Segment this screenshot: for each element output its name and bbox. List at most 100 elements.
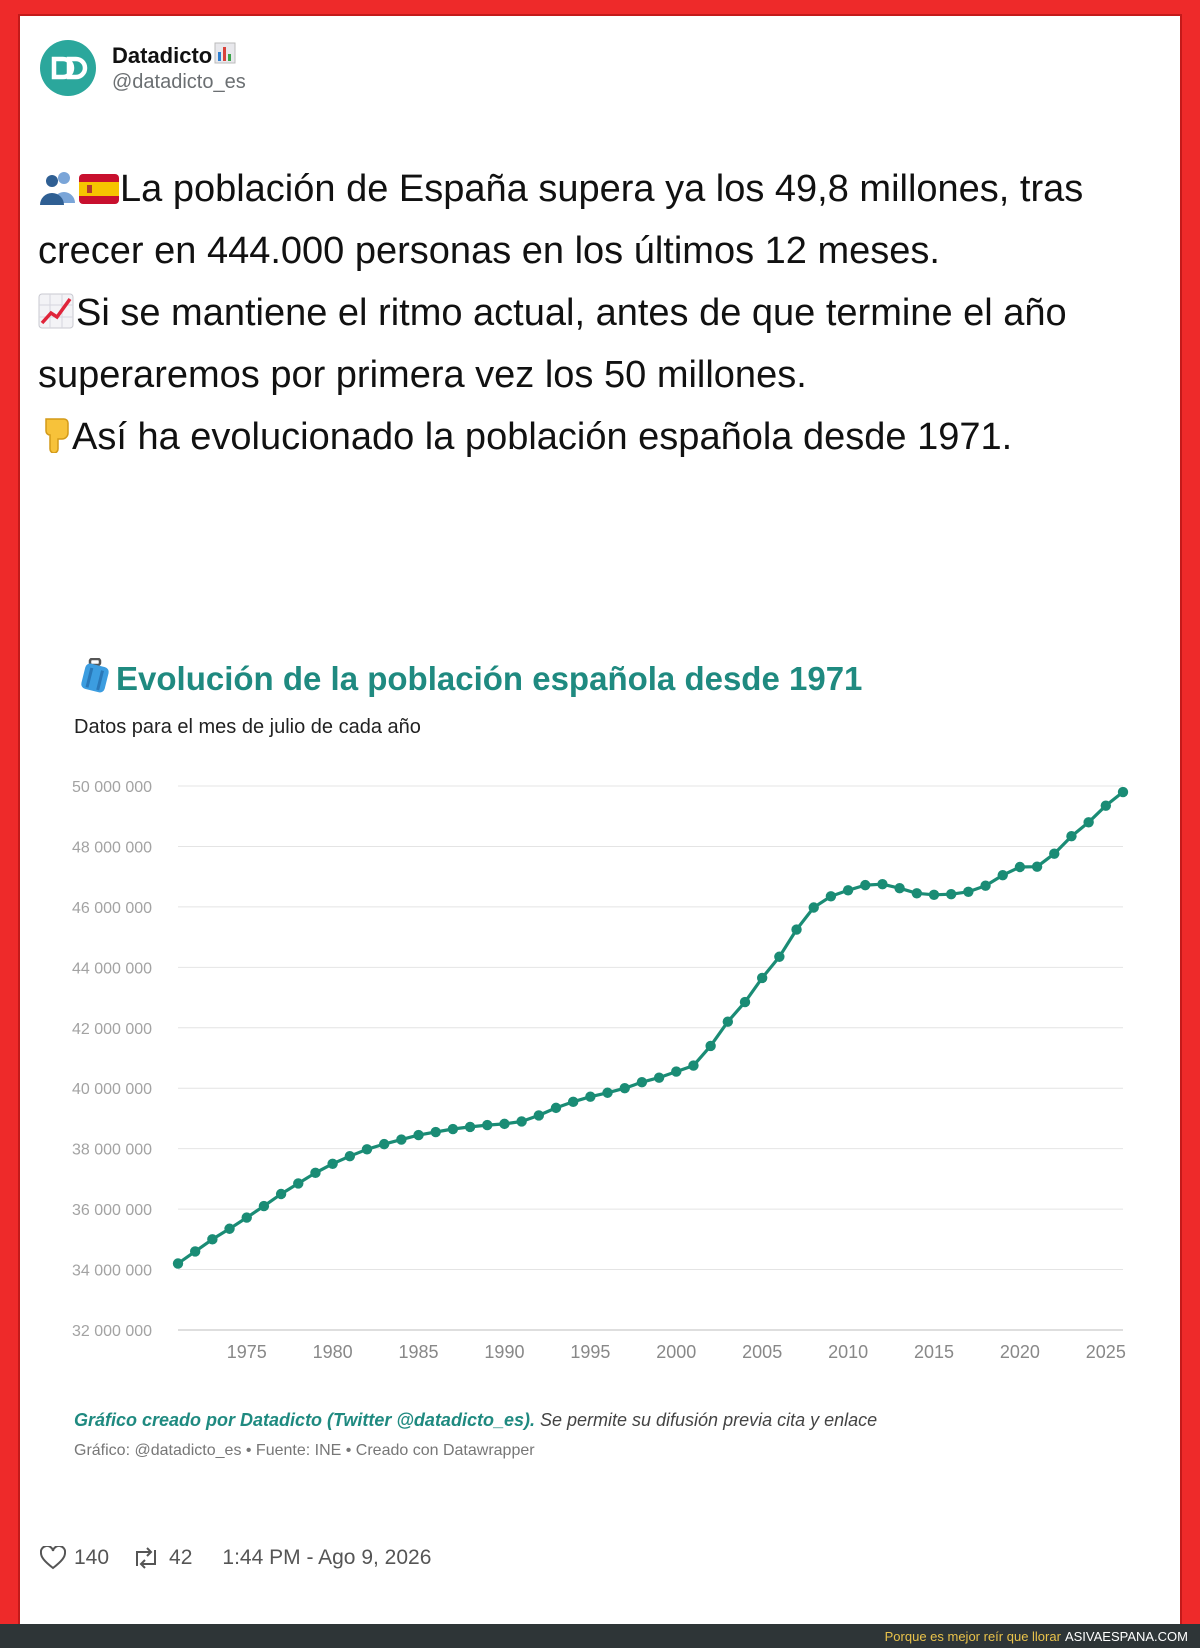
footer-tagline: Porque es mejor reír que llorar	[884, 1628, 1061, 1644]
data-point	[482, 1119, 493, 1131]
data-point	[499, 1118, 510, 1130]
tweet-paragraph-2: Si se mantiene el ritmo actual, antes de…	[38, 292, 1067, 396]
data-point	[516, 1116, 527, 1127]
tweet-timestamp: 1:44 PM - Ago 9, 2026	[222, 1546, 432, 1569]
tweet-header: Datadicto @datadicto_es	[40, 40, 246, 96]
retweet-count: 42	[169, 1546, 193, 1569]
x-tick-label: 2010	[828, 1342, 868, 1362]
x-tick-label: 2015	[914, 1342, 954, 1362]
like-button[interactable]: 140	[40, 1546, 109, 1570]
chart-increasing-emoji-icon	[38, 293, 74, 329]
datadicto-logo-icon	[51, 56, 88, 80]
x-tick-label: 2025	[1086, 1342, 1126, 1362]
data-point	[172, 1258, 184, 1269]
data-point	[1100, 800, 1112, 811]
line-chart: 32 000 000 34 000 000 36 000 000 38 000 000…	[72, 779, 1129, 1362]
data-point	[653, 1072, 665, 1083]
data-point	[1049, 848, 1060, 859]
data-point	[241, 1212, 252, 1223]
data-point	[980, 880, 991, 891]
data-point	[945, 888, 957, 900]
data-point	[791, 924, 802, 935]
data-point	[344, 1151, 356, 1162]
bar-chart-emoji-icon	[214, 42, 236, 64]
data-point	[447, 1123, 459, 1135]
data-point	[258, 1200, 270, 1212]
data-point	[567, 1096, 579, 1108]
data-point	[808, 902, 819, 913]
y-tick-label: 32 000 000	[72, 1323, 152, 1340]
x-tick-label: 1990	[484, 1342, 524, 1362]
y-tick-label: 40 000 000	[72, 1081, 152, 1098]
x-tick-label: 2020	[1000, 1342, 1040, 1362]
chart-source: Gráfico: @datadicto_es • Fuente: INE • C…	[74, 1442, 535, 1459]
data-point	[361, 1144, 373, 1155]
data-point	[756, 972, 768, 984]
data-point	[189, 1246, 201, 1257]
data-point	[533, 1110, 545, 1121]
spain-flag-emoji-icon	[79, 174, 119, 204]
y-tick-label: 34 000 000	[72, 1263, 152, 1280]
retweet-button[interactable]: 42	[131, 1546, 192, 1570]
chart-title: Evolución de la población española desde…	[78, 658, 862, 698]
data-point	[413, 1129, 424, 1141]
tweet-text: La población de España supera ya los 49,…	[38, 158, 1148, 468]
data-point	[464, 1121, 476, 1133]
data-point	[310, 1167, 321, 1179]
x-tick-label: 1975	[227, 1342, 267, 1362]
chart-subtitle: Datos para el mes de julio de cada año	[74, 716, 421, 738]
data-point	[928, 889, 940, 900]
data-point	[774, 951, 785, 962]
data-point	[671, 1066, 682, 1077]
x-tick-label: 2000	[656, 1342, 696, 1362]
site-footer: Porque es mejor reír que llorar ASIVAESP…	[0, 1624, 1200, 1648]
data-point	[842, 885, 854, 896]
footer-site-link[interactable]: ASIVAESPANA.COM	[1064, 1628, 1188, 1644]
data-point	[327, 1158, 338, 1169]
data-point	[1083, 817, 1094, 828]
x-tick-label: 1980	[313, 1342, 353, 1362]
heart-icon	[40, 1546, 66, 1570]
data-point	[550, 1102, 562, 1114]
data-point	[997, 869, 1008, 881]
data-point	[585, 1091, 596, 1102]
y-tick-label: 50 000 000	[72, 779, 152, 796]
y-tick-label: 48 000 000	[72, 839, 152, 856]
data-point	[224, 1223, 235, 1234]
y-tick-label: 38 000 000	[72, 1142, 152, 1159]
like-count: 140	[74, 1546, 110, 1569]
data-point	[911, 888, 923, 899]
data-point	[860, 879, 871, 891]
timestamp-link[interactable]: 1:44 PM - Ago 9, 2026	[214, 1546, 431, 1570]
data-point	[705, 1040, 716, 1052]
display-name[interactable]: Datadicto	[112, 42, 246, 69]
y-tick-label: 42 000 000	[72, 1021, 152, 1038]
data-point	[825, 891, 837, 902]
tweet-paragraph-3: Así ha evolucionado la población español…	[38, 406, 1148, 468]
data-point	[430, 1126, 441, 1138]
data-point	[894, 882, 905, 894]
data-point	[378, 1138, 390, 1150]
x-tick-label: 1985	[399, 1342, 439, 1362]
data-point	[1031, 861, 1043, 872]
data-point	[275, 1188, 287, 1200]
data-point	[396, 1134, 407, 1145]
data-point	[722, 1016, 734, 1027]
y-tick-label: 44 000 000	[72, 960, 152, 977]
retweet-icon	[136, 1547, 157, 1569]
tweet-actions: 140 42 1:44 PM - Ago 9, 2026	[40, 1546, 453, 1570]
data-point	[619, 1083, 630, 1094]
data-point	[1014, 861, 1026, 873]
user-handle[interactable]: @datadicto_es	[112, 71, 246, 93]
y-tick-label: 36 000 000	[72, 1202, 152, 1219]
data-point	[293, 1178, 304, 1189]
chart-credit: Gráfico creado por Datadicto (Twitter @d…	[74, 1410, 878, 1430]
data-point	[1117, 786, 1129, 798]
data-point	[688, 1060, 699, 1071]
x-tick-label: 1995	[570, 1342, 610, 1362]
avatar[interactable]	[40, 40, 96, 96]
pointing-down-emoji-icon	[45, 418, 69, 453]
data-point	[207, 1234, 218, 1245]
data-point	[963, 886, 974, 897]
x-tick-label: 2005	[742, 1342, 782, 1362]
